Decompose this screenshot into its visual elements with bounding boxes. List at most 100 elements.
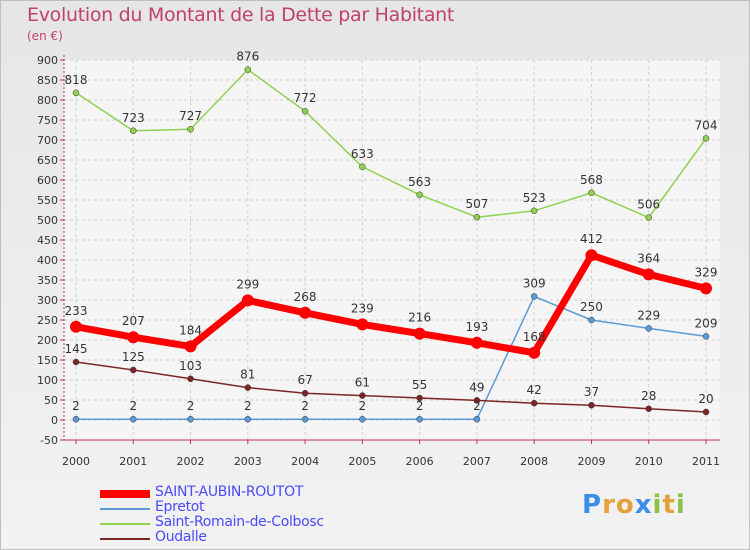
data-point [473, 213, 481, 221]
logo-letter: t [662, 490, 676, 520]
data-label: 2 [187, 399, 195, 413]
y-tick-label: 800 [37, 94, 58, 107]
data-point [187, 415, 194, 423]
y-tick-label: 600 [37, 174, 58, 187]
data-point [473, 397, 481, 404]
data-label: 250 [580, 300, 603, 314]
data-point [585, 249, 598, 262]
data-label: 2 [416, 399, 424, 413]
data-label: 507 [465, 197, 488, 211]
data-label: 55 [412, 378, 427, 392]
x-tick-label: 2001 [119, 455, 147, 468]
data-label: 772 [294, 91, 317, 105]
series-line [75, 251, 707, 357]
x-tick-label: 2008 [520, 455, 548, 468]
data-point [241, 294, 254, 307]
legend-swatch [100, 523, 150, 525]
logo-letter: x [634, 490, 653, 520]
x-tick-label: 2002 [177, 455, 205, 468]
data-label: 818 [65, 73, 88, 87]
data-label: 727 [179, 109, 202, 123]
data-point [301, 389, 309, 397]
x-tick-label: 2006 [406, 455, 434, 468]
data-label: 2 [359, 399, 367, 413]
data-point [187, 125, 194, 133]
data-point [244, 66, 252, 73]
x-tick-label: 2000 [62, 455, 90, 468]
series-line [75, 361, 707, 413]
data-label: 28 [641, 389, 656, 403]
data-label: 81 [240, 368, 255, 382]
x-tick-label: 2010 [635, 455, 663, 468]
data-point [530, 207, 538, 215]
data-point [244, 415, 252, 423]
legend-swatch [100, 538, 150, 540]
logo-letter: o [615, 490, 635, 520]
y-tick-label: 900 [37, 54, 58, 67]
data-label: 20 [698, 392, 713, 406]
y-tick-label: 700 [37, 134, 58, 147]
y-tick-label: 400 [37, 254, 58, 267]
chart-unit-label: (en €) [27, 29, 63, 43]
data-point [530, 399, 538, 407]
y-tick-label: 100 [37, 374, 58, 387]
data-label: 2 [244, 399, 252, 413]
y-tick-label: 0 [51, 414, 58, 427]
data-point [588, 189, 595, 197]
y-tick-label: 450 [37, 234, 58, 247]
data-label: 145 [65, 342, 88, 356]
y-tick-label: 550 [37, 194, 58, 207]
data-point [184, 340, 197, 353]
data-point [470, 336, 483, 349]
data-point [301, 107, 309, 115]
data-point [130, 366, 137, 374]
plot-area [64, 60, 720, 440]
legend-label: Epretot [155, 499, 205, 515]
y-tick-label: 300 [37, 294, 58, 307]
data-point [530, 293, 538, 300]
data-label: 563 [408, 175, 431, 189]
data-label: 309 [523, 276, 546, 290]
data-label: 67 [297, 373, 312, 387]
y-tick-label: -50 [40, 434, 58, 447]
data-point [416, 394, 423, 402]
data-label: 209 [695, 316, 718, 330]
data-point [413, 327, 426, 340]
data-label: 364 [637, 251, 660, 265]
data-point [645, 325, 652, 332]
y-tick-label: 50 [44, 394, 58, 407]
data-label: 207 [122, 314, 145, 328]
data-label: 103 [179, 359, 202, 373]
data-point [702, 135, 710, 142]
data-point [473, 415, 481, 423]
data-label: 876 [236, 50, 259, 64]
data-label: 704 [695, 118, 718, 132]
data-label: 184 [179, 323, 202, 337]
data-label: 2 [473, 399, 481, 413]
x-tick-label: 2005 [348, 455, 376, 468]
data-label: 37 [584, 385, 599, 399]
y-tick-label: 500 [37, 214, 58, 227]
legend-swatch [100, 490, 150, 498]
data-label: 229 [637, 308, 660, 322]
data-label: 268 [294, 290, 317, 304]
data-label: 239 [351, 301, 374, 315]
data-label: 506 [637, 198, 660, 212]
data-point [72, 415, 80, 423]
data-point [244, 384, 252, 391]
data-point [187, 375, 194, 383]
data-point [645, 214, 652, 221]
data-point [299, 306, 312, 319]
data-point [72, 358, 80, 366]
data-label: 633 [351, 147, 374, 161]
y-tick-label: 650 [37, 154, 58, 167]
data-label: 299 [236, 277, 259, 291]
x-tick-label: 2003 [234, 455, 262, 468]
data-point [700, 282, 712, 295]
data-point [588, 401, 595, 409]
data-point [72, 89, 80, 97]
data-label: 523 [523, 191, 546, 205]
data-label: 568 [580, 173, 603, 187]
y-tick-label: 350 [37, 274, 58, 287]
